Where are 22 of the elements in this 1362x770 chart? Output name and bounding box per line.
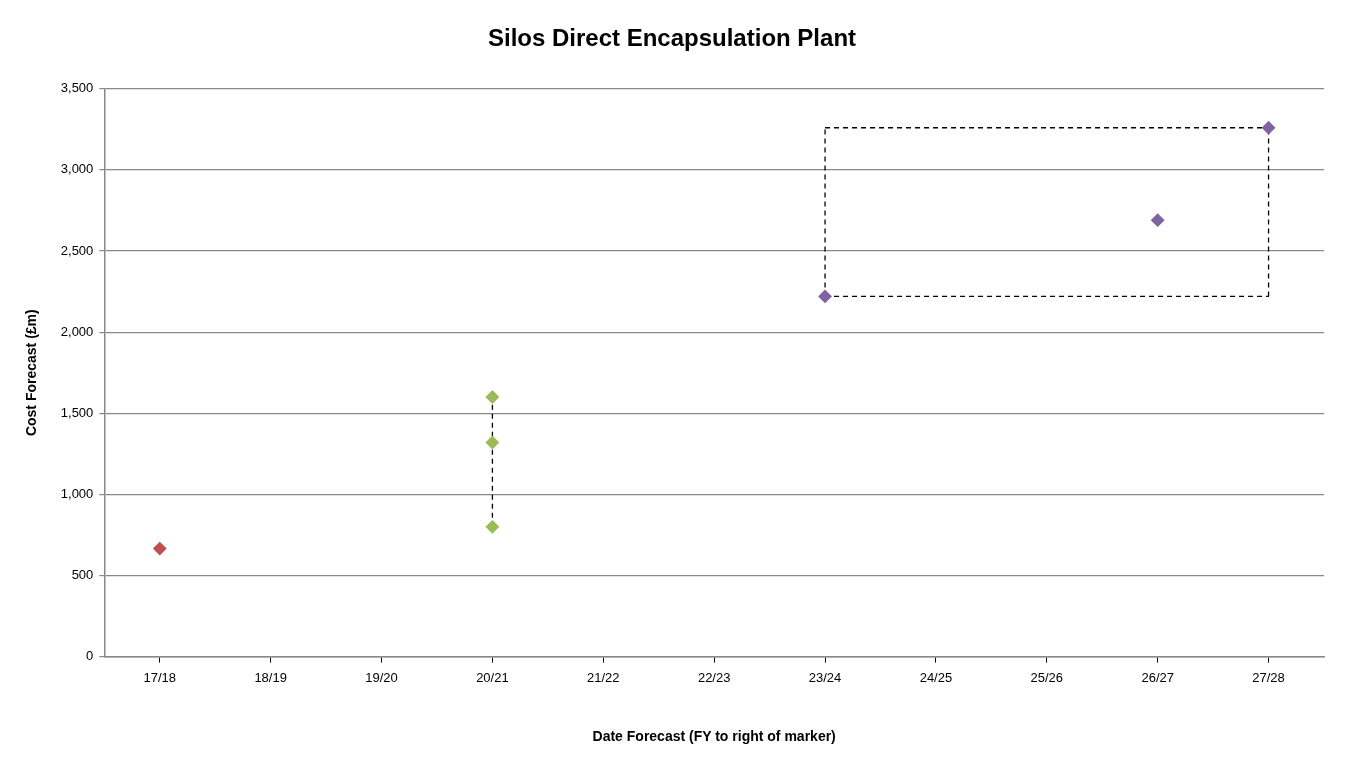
x-tick-label: 23/24 bbox=[808, 669, 842, 685]
x-tick-label: 18/19 bbox=[254, 669, 287, 685]
y-tick-label: 2,500 bbox=[60, 242, 94, 258]
y-tick-label: 2,000 bbox=[60, 323, 94, 339]
y-axis-title: Cost Forecast (£m) bbox=[23, 309, 40, 437]
x-tick-label: 19/20 bbox=[365, 669, 398, 685]
x-tick-label: 24/25 bbox=[919, 669, 953, 685]
y-tick-label: 3,500 bbox=[60, 80, 94, 96]
x-tick-label: 27/28 bbox=[1252, 669, 1285, 685]
y-tick-label: 500 bbox=[71, 567, 94, 583]
x-tick-label: 26/27 bbox=[1141, 669, 1174, 685]
y-tick-label: 1,500 bbox=[60, 404, 94, 420]
x-tick-label: 21/22 bbox=[587, 669, 620, 685]
x-axis-title: Date Forecast (FY to right of marker) bbox=[592, 728, 836, 745]
x-tick-label: 22/23 bbox=[697, 669, 731, 685]
x-tick-label: 20/21 bbox=[476, 669, 509, 685]
y-tick-label: 1,000 bbox=[60, 485, 94, 501]
x-tick-label: 17/18 bbox=[143, 669, 177, 685]
x-tick-label: 25/26 bbox=[1030, 669, 1064, 685]
y-tick-label: 3,000 bbox=[60, 161, 94, 177]
y-tick-label: 0 bbox=[86, 648, 94, 664]
chart-title: Silos Direct Encapsulation Plant bbox=[487, 24, 857, 52]
